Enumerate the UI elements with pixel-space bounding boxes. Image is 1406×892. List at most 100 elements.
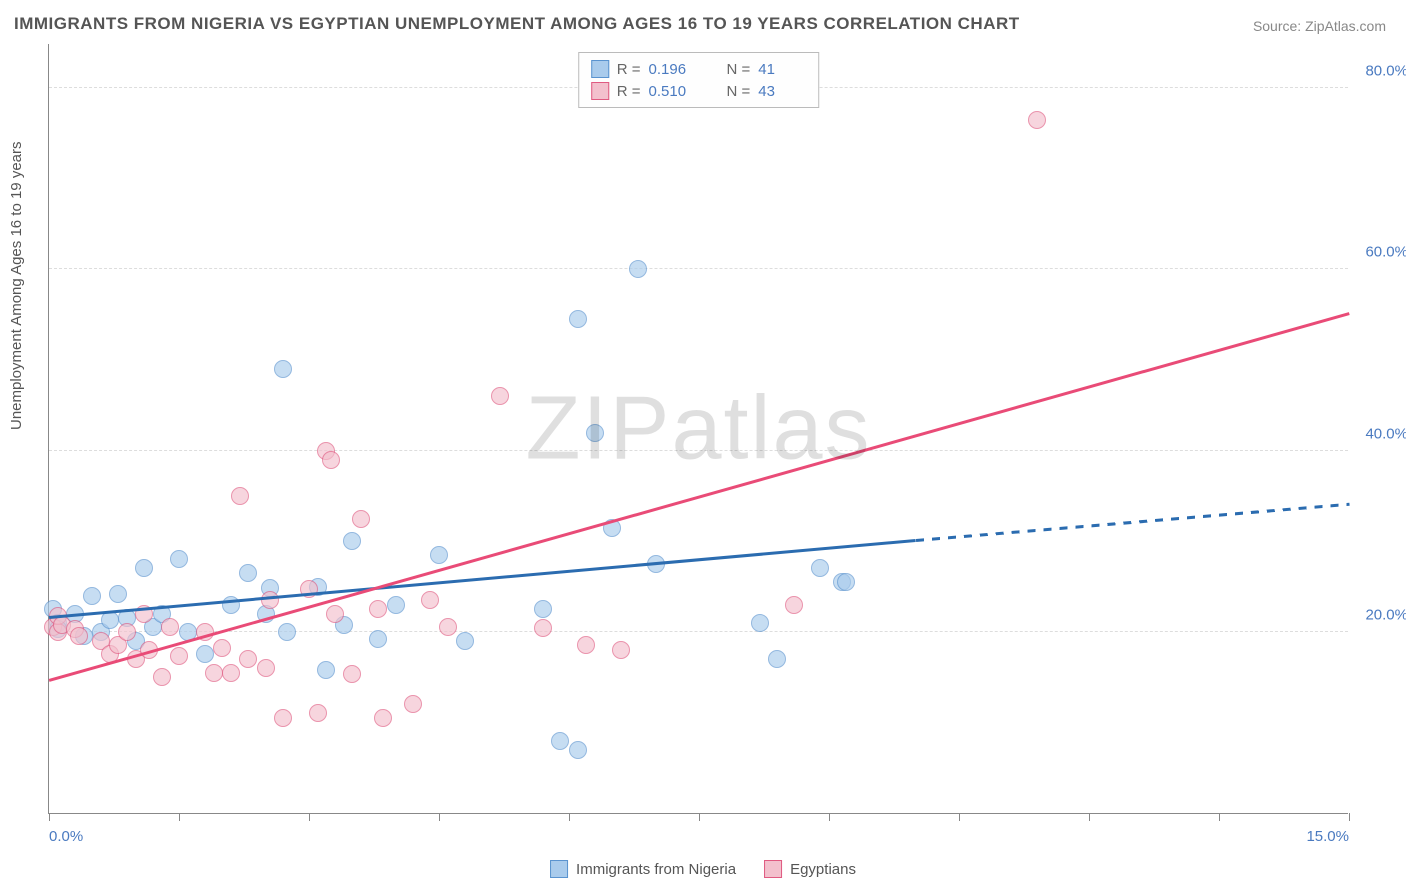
x-tick <box>959 813 960 821</box>
x-tick-label: 0.0% <box>49 828 83 845</box>
data-point <box>257 659 275 677</box>
data-point <box>534 619 552 637</box>
chart-title: IMMIGRANTS FROM NIGERIA VS EGYPTIAN UNEM… <box>14 14 1020 34</box>
y-tick-label: 60.0% <box>1358 244 1406 261</box>
data-point <box>751 614 769 632</box>
data-point <box>343 532 361 550</box>
data-point <box>352 510 370 528</box>
x-tick <box>829 813 830 821</box>
data-point <box>586 424 604 442</box>
data-point <box>837 573 855 591</box>
stat-row: R = 0.196 N = 41 <box>591 58 807 80</box>
data-point <box>239 564 257 582</box>
data-point <box>569 310 587 328</box>
watermark-text: ZIPatlas <box>525 377 871 480</box>
legend-label: Immigrants from Nigeria <box>576 861 736 878</box>
data-point <box>326 605 344 623</box>
data-point <box>239 650 257 668</box>
source-name: ZipAtlas.com <box>1305 18 1386 34</box>
source-label: Source: <box>1253 18 1301 34</box>
data-point <box>196 645 214 663</box>
stat-label-n: N = <box>727 83 751 100</box>
data-point <box>629 260 647 278</box>
data-point <box>785 596 803 614</box>
y-axis-label: Unemployment Among Ages 16 to 19 years <box>8 141 25 430</box>
stat-label-r: R = <box>617 83 641 100</box>
x-tick <box>569 813 570 821</box>
stat-value-n: 41 <box>758 61 806 78</box>
x-tick-label: 15.0% <box>1306 828 1349 845</box>
data-point <box>343 665 361 683</box>
x-tick <box>1349 813 1350 821</box>
stat-row: R = 0.510 N = 43 <box>591 80 807 102</box>
x-tick <box>1219 813 1220 821</box>
data-point <box>231 487 249 505</box>
data-point <box>430 546 448 564</box>
stat-label-n: N = <box>727 61 751 78</box>
data-point <box>369 630 387 648</box>
data-point <box>274 709 292 727</box>
x-tick <box>309 813 310 821</box>
data-point <box>768 650 786 668</box>
y-tick-label: 80.0% <box>1358 63 1406 80</box>
series-swatch <box>591 60 609 78</box>
data-point <box>153 668 171 686</box>
data-point <box>222 664 240 682</box>
data-point <box>811 559 829 577</box>
data-point <box>551 732 569 750</box>
data-point <box>369 600 387 618</box>
legend-item: Egyptians <box>764 860 856 878</box>
data-point <box>534 600 552 618</box>
stat-value-r: 0.510 <box>649 83 697 100</box>
data-point <box>387 596 405 614</box>
y-tick-label: 40.0% <box>1358 425 1406 442</box>
data-point <box>213 639 231 657</box>
gridline <box>49 450 1348 451</box>
x-tick <box>49 813 50 821</box>
gridline <box>49 631 1348 632</box>
data-point <box>439 618 457 636</box>
correlation-stats-box: R = 0.196 N = 41 R = 0.510 N = 43 <box>578 52 820 108</box>
trend-line <box>916 503 1350 542</box>
scatter-chart: ZIPatlas R =0.196N =41R =0.510N =43 20.0… <box>48 44 1348 814</box>
stat-value-r: 0.196 <box>649 61 697 78</box>
x-tick <box>439 813 440 821</box>
x-axis-legend: Immigrants from Nigeria Egyptians <box>550 860 856 878</box>
x-tick <box>1089 813 1090 821</box>
data-point <box>278 623 296 641</box>
data-point <box>161 618 179 636</box>
data-point <box>109 585 127 603</box>
data-point <box>456 632 474 650</box>
legend-swatch <box>764 860 782 878</box>
data-point <box>261 591 279 609</box>
data-point <box>317 661 335 679</box>
data-point <box>205 664 223 682</box>
stat-label-r: R = <box>617 61 641 78</box>
data-point <box>1028 111 1046 129</box>
x-tick <box>179 813 180 821</box>
data-point <box>170 647 188 665</box>
data-point <box>135 559 153 577</box>
legend-item: Immigrants from Nigeria <box>550 860 736 878</box>
data-point <box>577 636 595 654</box>
legend-label: Egyptians <box>790 861 856 878</box>
legend-swatch <box>550 860 568 878</box>
gridline <box>49 268 1348 269</box>
data-point <box>70 627 88 645</box>
data-point <box>101 611 119 629</box>
data-point <box>322 451 340 469</box>
data-point <box>404 695 422 713</box>
data-point <box>491 387 509 405</box>
data-point <box>118 623 136 641</box>
data-point <box>274 360 292 378</box>
data-point <box>170 550 188 568</box>
stat-value-n: 43 <box>758 83 806 100</box>
source-attribution: Source: ZipAtlas.com <box>1253 18 1386 34</box>
series-swatch <box>591 82 609 100</box>
data-point <box>612 641 630 659</box>
y-tick-label: 20.0% <box>1358 606 1406 623</box>
data-point <box>374 709 392 727</box>
data-point <box>421 591 439 609</box>
x-tick <box>699 813 700 821</box>
data-point <box>309 704 327 722</box>
